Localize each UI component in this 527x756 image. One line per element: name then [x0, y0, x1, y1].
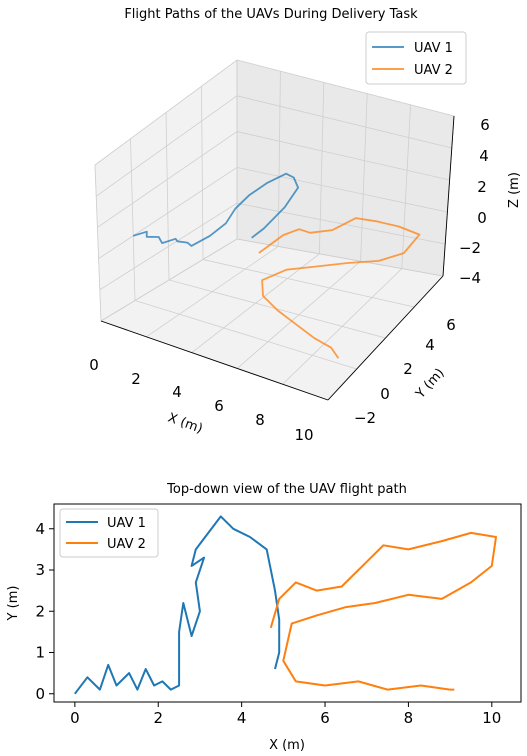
- y-tick-label: 4: [425, 336, 435, 354]
- y-tick-label: 6: [446, 316, 456, 334]
- y-tick-label: 1: [35, 644, 45, 662]
- y-axis-label: Y (m): [6, 586, 21, 622]
- x-tick-label: 4: [237, 709, 247, 727]
- paths-3d: [132, 172, 421, 359]
- z-tick-label: −2: [459, 239, 481, 257]
- grid-line: [99, 202, 446, 291]
- y-tick-label: −2: [354, 409, 376, 427]
- chart-3d: Flight Paths of the UAVs During Delivery…: [89, 7, 522, 444]
- z-axis-label: Z (m): [507, 172, 522, 208]
- legend-label-uav2: UAV 2: [107, 537, 146, 552]
- x-tick-label: 8: [255, 411, 265, 429]
- legend-3d: UAV 1 UAV 2: [365, 31, 467, 85]
- legend-label-uav1: UAV 1: [414, 41, 453, 56]
- y-axis-label: Y (m): [412, 366, 447, 403]
- paths-2d: [74, 515, 497, 695]
- y-tick-label: 3: [35, 561, 45, 579]
- x-tick-label: 10: [482, 709, 501, 727]
- x-axis-label: X (m): [166, 411, 205, 437]
- flight-path-3d-2: [258, 217, 421, 359]
- x-tick-label: 0: [70, 709, 80, 727]
- z-tick-label: 6: [480, 116, 490, 134]
- z-tick-label: 4: [479, 147, 489, 165]
- grid-line: [94, 59, 455, 166]
- legend-frame: [365, 31, 467, 85]
- y-axis-line: [327, 275, 444, 401]
- legend-label-uav2: UAV 2: [414, 63, 453, 78]
- x-tick-label: 4: [172, 383, 182, 401]
- grid-line: [98, 166, 448, 259]
- y-tick-label: 2: [403, 360, 413, 378]
- y-tick-label: 0: [35, 685, 45, 703]
- legend-label-uav1: UAV 1: [107, 516, 146, 531]
- pane-back: [236, 59, 455, 277]
- x-axis-line: [100, 320, 329, 401]
- x-tick-label: 0: [89, 356, 99, 374]
- x-tick-label: 6: [214, 397, 224, 415]
- z-tick-label: −4: [459, 269, 481, 287]
- grid-line: [95, 95, 452, 197]
- axes-2d: 0 2 4 6 8 10 0 1 2 3 4: [35, 520, 501, 727]
- chart-2d: Top-down view of the UAV flight path 0 2 4…: [6, 482, 522, 753]
- z-axis-line: [442, 115, 455, 277]
- flight-path-3d-1: [132, 172, 300, 247]
- grid-line: [97, 131, 450, 228]
- x-tick-label: 10: [294, 426, 313, 444]
- x-tick-label: 2: [131, 370, 141, 388]
- z-tick-label: 2: [477, 178, 487, 196]
- flight-path-2d-2: [269, 531, 497, 691]
- legend-2d: UAV 1 UAV 2: [59, 508, 159, 558]
- y-tick-label: 2: [35, 602, 45, 620]
- x-tick-label: 8: [404, 709, 414, 727]
- x-tick-label: 2: [153, 709, 163, 727]
- x-tick-label: 6: [320, 709, 330, 727]
- flight-path-2d-1: [74, 515, 281, 695]
- y-tick-label: 0: [380, 385, 390, 403]
- grid-line: [100, 238, 444, 322]
- chart-3d-title: Flight Paths of the UAVs During Delivery…: [124, 7, 418, 22]
- x-axis-label: X (m): [269, 738, 305, 753]
- y-tick-label: 4: [35, 520, 45, 538]
- chart-2d-title: Top-down view of the UAV flight path: [166, 482, 407, 497]
- z-tick-label: 0: [477, 209, 487, 227]
